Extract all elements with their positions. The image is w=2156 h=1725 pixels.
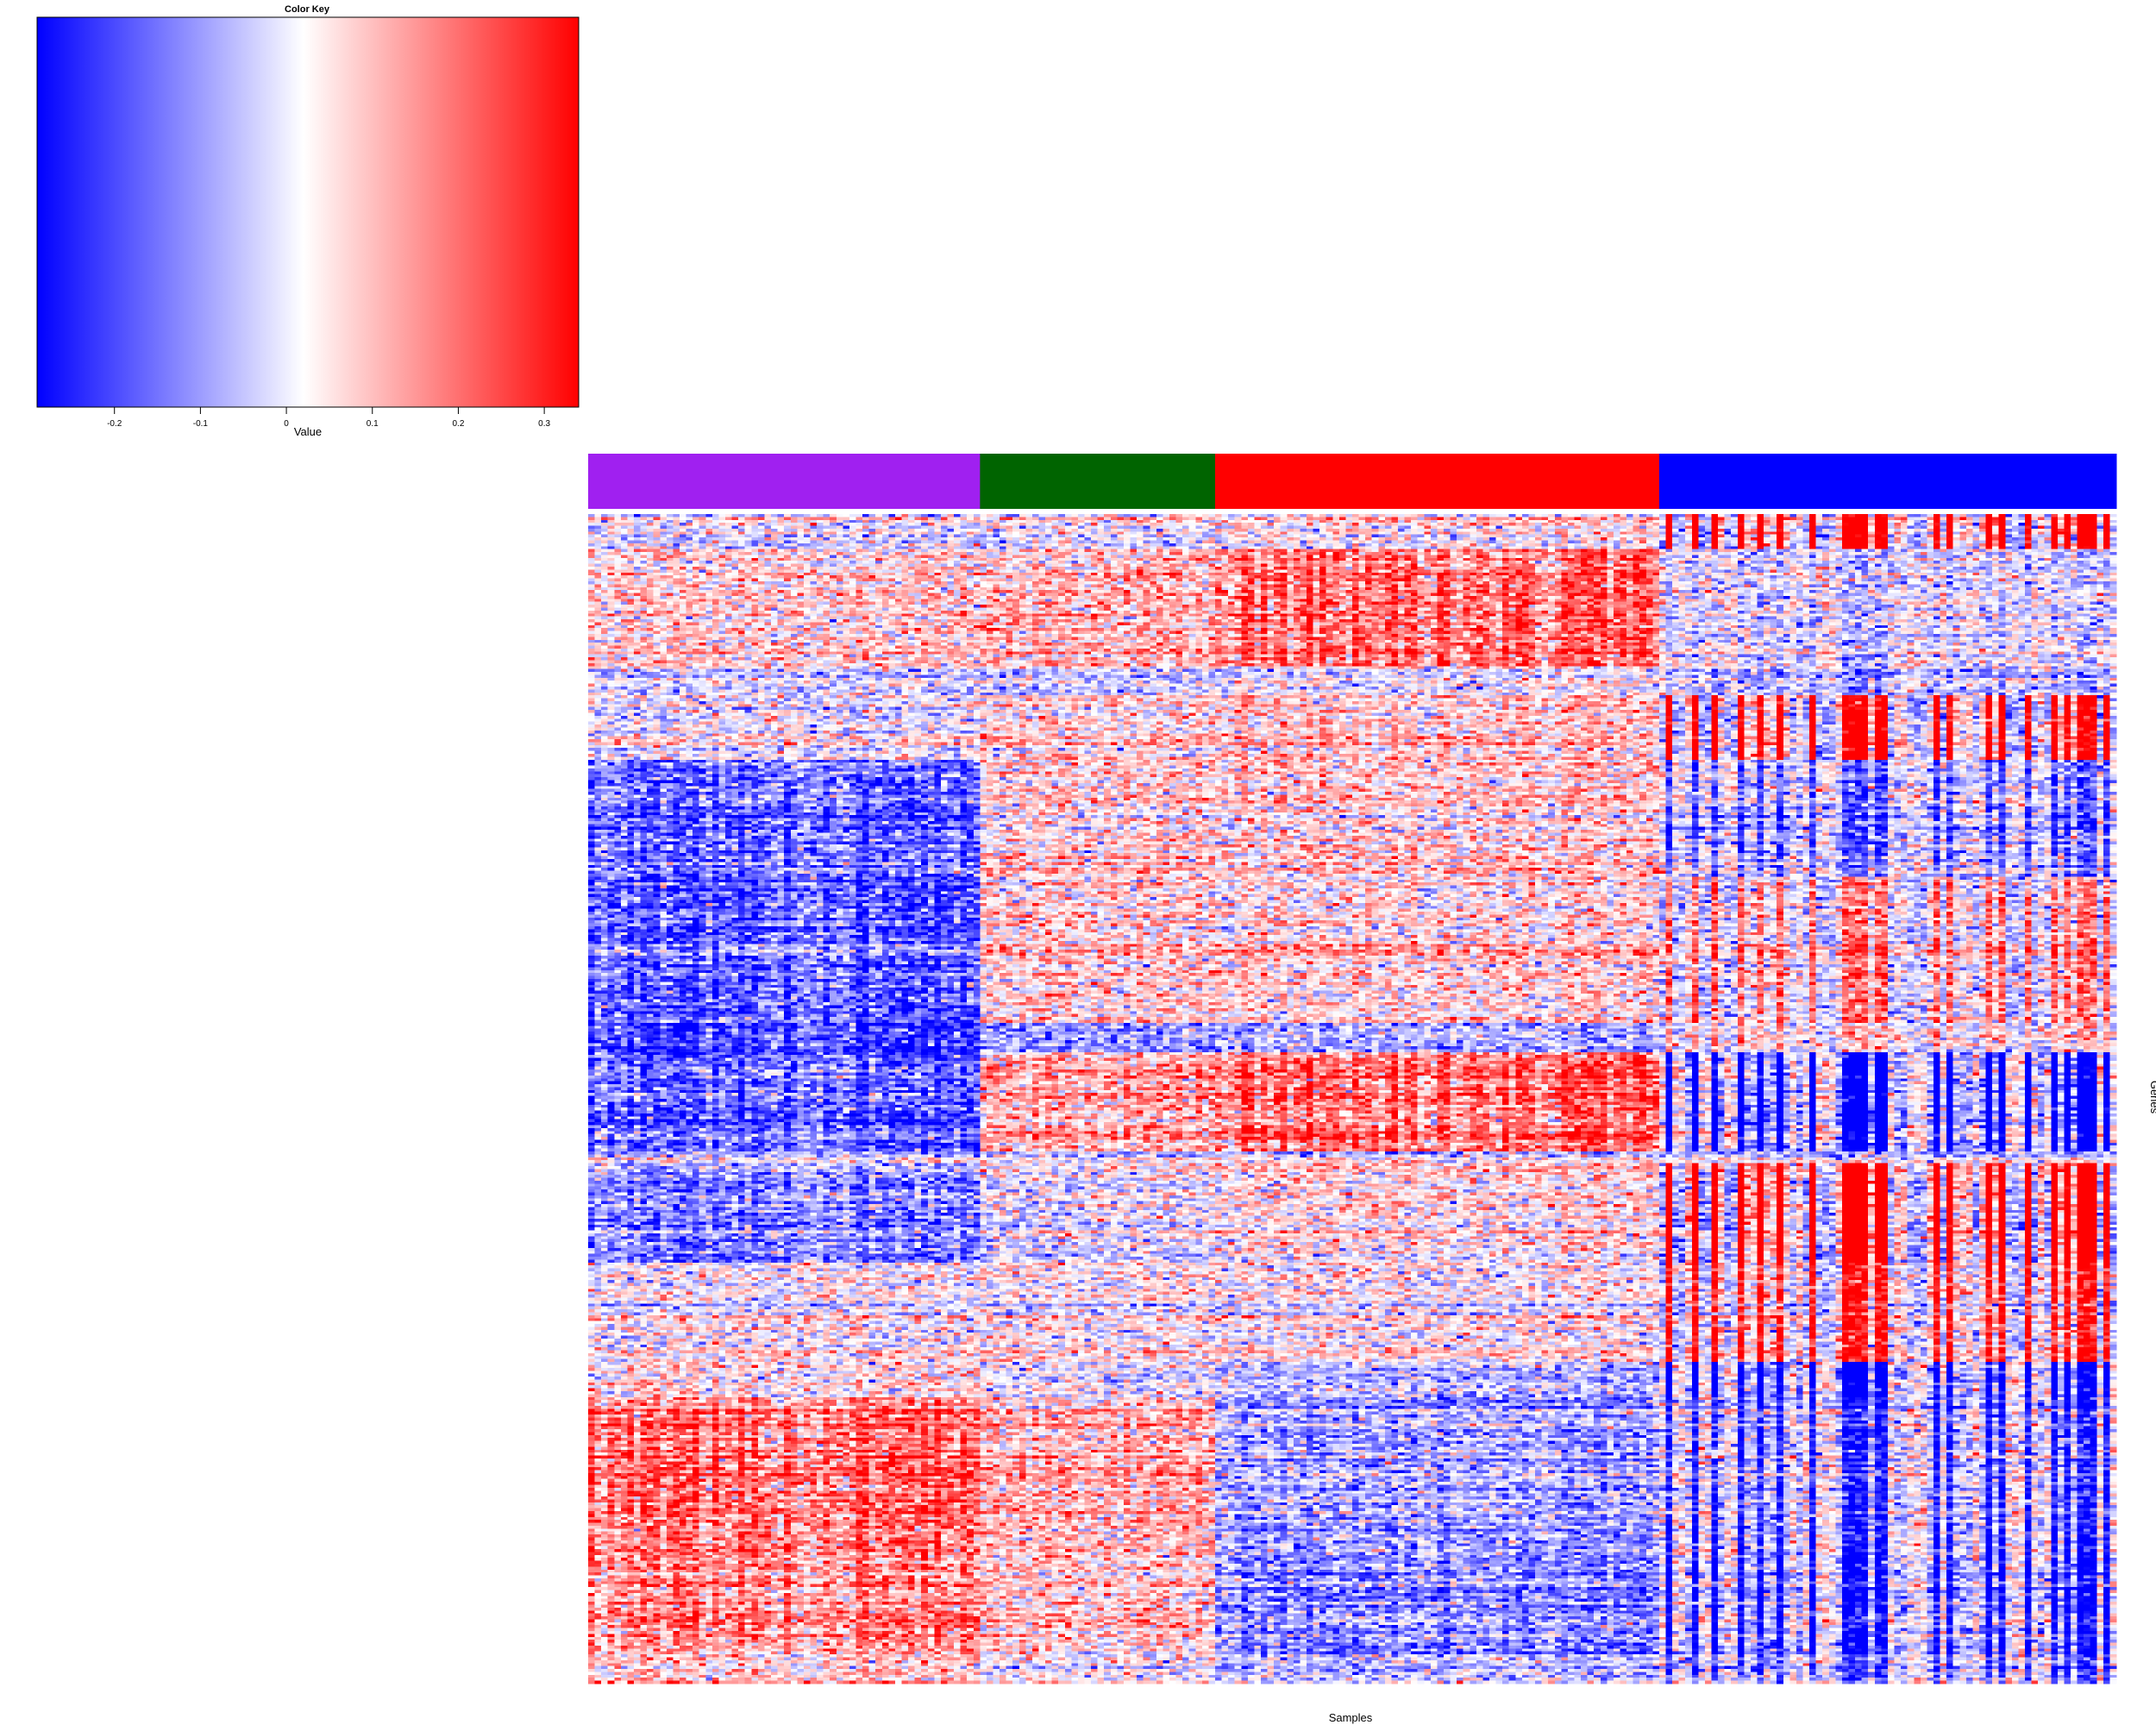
color-key-axis: -0.2 -0.1 0 0.1 0.2 0.3 <box>107 407 550 429</box>
sample-group-blue <box>1659 454 2117 509</box>
color-key-gradient <box>37 17 579 407</box>
color-key-tick-label: -0.1 <box>193 419 209 429</box>
sample-group-green <box>980 454 1215 509</box>
sample-group-bar <box>588 454 2117 509</box>
sample-group-red <box>1215 454 1659 509</box>
color-key-tick-label: 0.2 <box>452 419 464 429</box>
color-key-tick-label: 0 <box>284 419 289 429</box>
color-key: Color Key -0.2 -0.1 0 0.1 0.2 0.3 Value <box>37 4 579 438</box>
color-key-title: Color Key <box>285 4 330 15</box>
color-key-tick-label: 0.1 <box>367 419 379 429</box>
color-key-tick-label: 0.3 <box>538 419 550 429</box>
color-key-tick-label: -0.2 <box>107 419 122 429</box>
sample-group-purple <box>588 454 981 509</box>
heatmap-figure: Color Key -0.2 -0.1 0 0.1 0.2 0.3 Value Sampl… <box>0 0 2156 1725</box>
color-key-label: Value <box>294 425 322 438</box>
heatmap-body <box>588 514 2117 1684</box>
